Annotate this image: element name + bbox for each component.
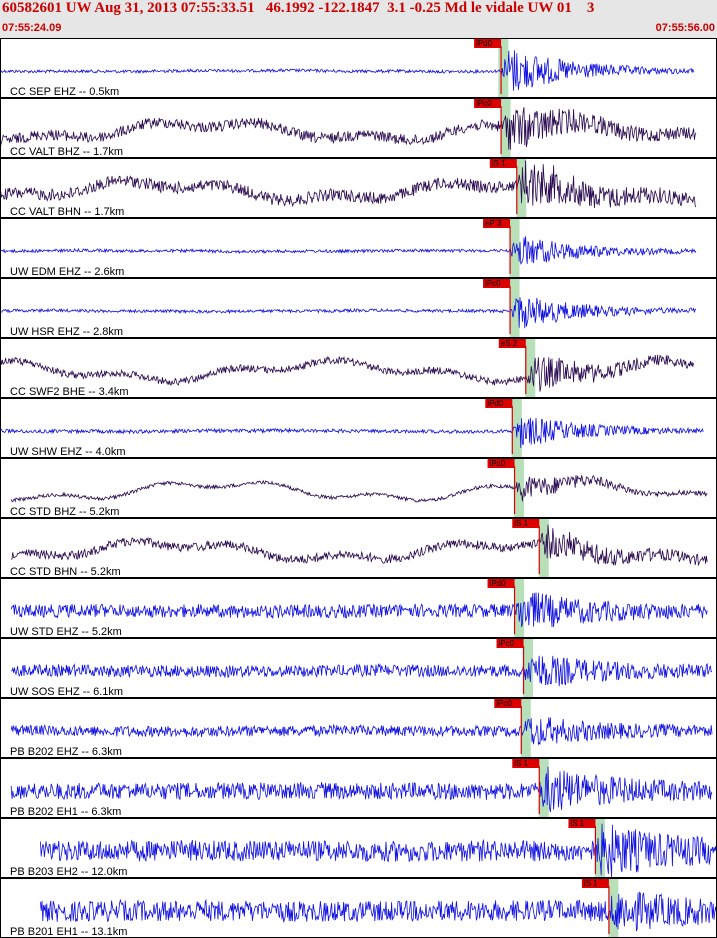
phase-band xyxy=(511,398,522,458)
waveform-trace xyxy=(10,655,713,687)
pick-marker xyxy=(568,819,596,828)
pick-label: iPd0 xyxy=(476,39,493,48)
station-label: CC VALT BHZ -- 1.7km xyxy=(10,146,123,158)
waveform-trace xyxy=(10,592,708,628)
station-label: UW EDM EHZ -- 2.6km xyxy=(10,266,124,278)
pick-marker xyxy=(483,219,511,228)
station-label: CC STD BHN -- 5.2km xyxy=(10,566,121,578)
phase-band xyxy=(514,578,525,638)
station-label: PB B201 EH1 -- 13.1km xyxy=(10,926,127,938)
pick-marker xyxy=(581,879,609,888)
station-label: PB B202 EHZ -- 6.3km xyxy=(10,746,122,758)
event-title: 60582601 UW Aug 31, 2013 07:55:33.51 46.… xyxy=(2,0,595,16)
waveform-trace xyxy=(0,297,697,329)
pick-label: iS 1 xyxy=(584,879,598,888)
station-label: CC SEP EHZ -- 0.5km xyxy=(10,86,119,98)
station-label: PB B203 EH2 -- 12.0km xyxy=(10,866,127,878)
pick-label: iS 1 xyxy=(570,819,584,828)
pick-label: iPc0 xyxy=(499,639,515,648)
pick-marker xyxy=(474,39,502,48)
header-bar: 60582601 UW Aug 31, 2013 07:55:33.51 46.… xyxy=(0,0,717,39)
pick-label: iPd0 xyxy=(487,399,504,408)
pick-label: eS 2 xyxy=(501,339,518,348)
pick-label: iPd0 xyxy=(490,579,507,588)
pick-marker xyxy=(487,579,515,588)
phase-band xyxy=(608,878,619,938)
pick-marker xyxy=(512,759,540,768)
seismogram-plot: iPd0 CC SEP EHZ -- 0.5km iPc0 CC VALT BHZ -… xyxy=(0,38,717,938)
phase-band xyxy=(525,338,536,398)
waveform-trace xyxy=(11,524,708,566)
waveform-trace xyxy=(40,891,717,932)
station-label: CC STD BHZ -- 5.2km xyxy=(10,506,119,518)
phase-band xyxy=(523,638,534,698)
start-time: 07:55:24.09 xyxy=(2,22,62,34)
waveform-trace xyxy=(0,417,704,449)
phase-band xyxy=(500,98,511,158)
trace-layer: iPd0 CC SEP EHZ -- 0.5km iPc0 CC VALT BHZ -… xyxy=(0,39,717,938)
waveform-trace xyxy=(10,717,713,746)
station-label: CC SWF2 BHE -- 3.4km xyxy=(10,386,129,398)
station-label: CC VALT BHN -- 1.7km xyxy=(10,206,124,218)
pick-label: iS 1 xyxy=(514,759,528,768)
pick-marker xyxy=(512,519,540,528)
station-label: UW SOS EHZ -- 6.1km xyxy=(10,686,123,698)
pick-label: iS 1 xyxy=(514,519,528,528)
pick-marker xyxy=(489,159,517,168)
pick-label: iPc0 xyxy=(496,699,512,708)
pick-marker xyxy=(474,99,502,108)
pick-marker xyxy=(498,339,526,348)
station-label: PB B202 EH1 -- 6.3km xyxy=(10,806,121,818)
waveform-trace xyxy=(0,160,697,209)
pick-marker xyxy=(483,279,511,288)
pick-marker xyxy=(487,459,515,468)
end-time: 07:55:56.00 xyxy=(655,22,715,34)
waveform-trace xyxy=(10,475,708,503)
waveform-trace xyxy=(0,354,694,392)
pick-marker xyxy=(496,639,524,648)
waveform-trace xyxy=(0,107,697,150)
pick-marker xyxy=(494,699,522,708)
station-label: UW HSR EHZ -- 2.8km xyxy=(10,326,123,338)
waveform-trace xyxy=(40,823,717,878)
phase-band xyxy=(514,458,525,518)
phase-band xyxy=(498,38,509,98)
waveform-trace xyxy=(10,766,713,813)
waveform-trace xyxy=(0,50,694,91)
pick-label: iS 1 xyxy=(492,159,506,168)
waveform-trace xyxy=(0,236,697,265)
pick-label: eP 3 xyxy=(485,219,502,228)
pick-label: iPc0 xyxy=(476,99,492,108)
phase-band xyxy=(538,518,549,578)
pick-marker xyxy=(485,399,513,408)
pick-label: iPc0 xyxy=(485,279,501,288)
pick-label: iPc0 xyxy=(490,459,506,468)
phase-band xyxy=(538,758,549,818)
phase-band xyxy=(594,818,605,878)
station-label: UW STD EHZ -- 5.2km xyxy=(10,626,122,638)
station-label: UW SHW EHZ -- 4.0km xyxy=(10,446,126,458)
